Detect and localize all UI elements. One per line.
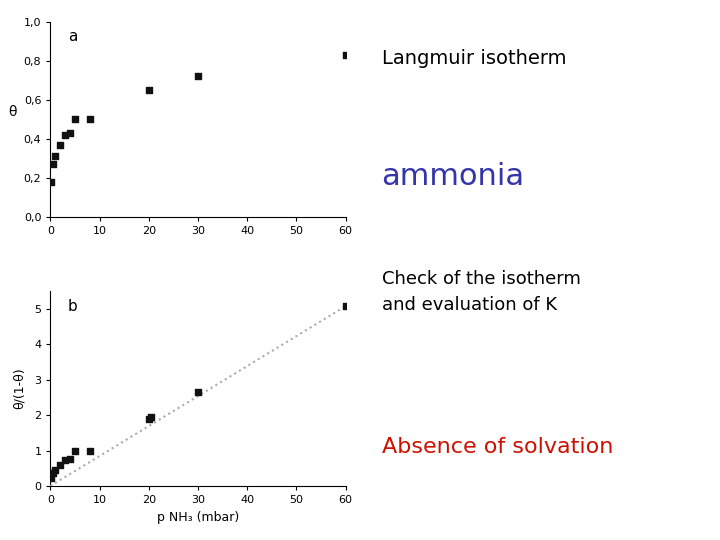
Y-axis label: θ: θ — [9, 105, 17, 119]
Point — [340, 302, 351, 310]
Text: Langmuir isotherm: Langmuir isotherm — [382, 49, 566, 68]
Point — [59, 131, 71, 139]
Point — [192, 72, 204, 80]
Point — [84, 115, 96, 124]
Point — [50, 465, 61, 474]
Text: Absence of solvation: Absence of solvation — [382, 437, 613, 457]
Point — [64, 455, 76, 464]
Point — [45, 474, 57, 483]
Point — [143, 85, 155, 94]
Point — [143, 414, 155, 423]
Point — [192, 388, 204, 396]
X-axis label: p NH₃ (mbar): p NH₃ (mbar) — [157, 511, 239, 524]
Y-axis label: θ/(1-θ): θ/(1-θ) — [13, 368, 26, 409]
Point — [45, 177, 57, 186]
Text: ammonia: ammonia — [382, 162, 525, 191]
Point — [47, 160, 58, 168]
Point — [50, 152, 61, 160]
Point — [55, 461, 66, 469]
Point — [64, 129, 76, 137]
Point — [47, 469, 58, 477]
Point — [340, 50, 351, 59]
Point — [145, 413, 157, 421]
Point — [59, 456, 71, 464]
Text: b: b — [68, 299, 78, 314]
Point — [55, 140, 66, 149]
Text: Check of the isotherm
and evaluation of K: Check of the isotherm and evaluation of … — [382, 270, 580, 314]
Point — [84, 446, 96, 455]
Point — [69, 446, 81, 455]
Text: a: a — [68, 29, 78, 44]
Point — [69, 115, 81, 124]
